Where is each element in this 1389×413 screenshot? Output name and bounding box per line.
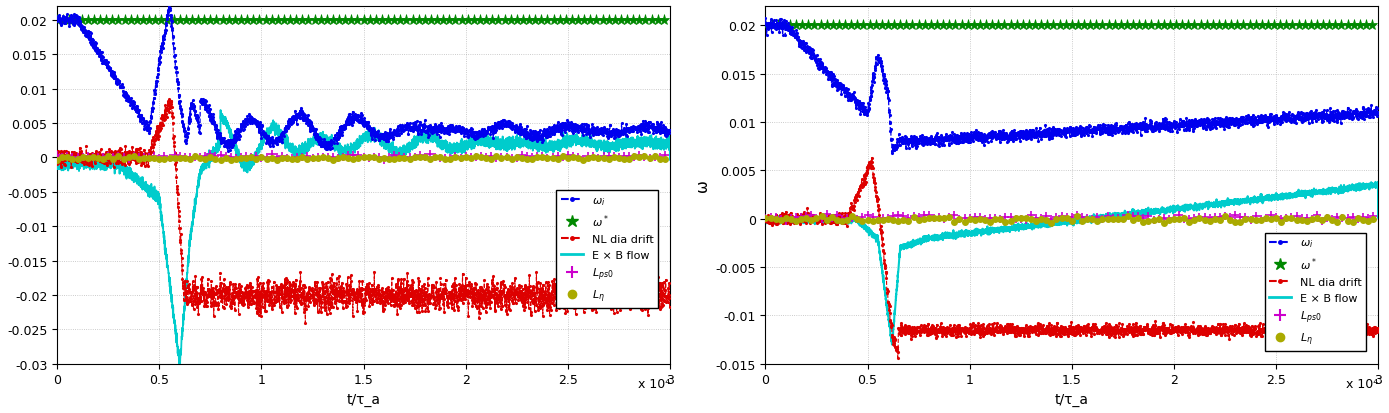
Legend: $\omega_i$, $\omega^*$, NL dia drift, E × B flow, $L_{ps0}$, $L_\eta$: $\omega_i$, $\omega^*$, NL dia drift, E … [1265, 234, 1367, 351]
Text: x 10⁴: x 10⁴ [638, 377, 669, 390]
X-axis label: t/τ_a: t/τ_a [346, 392, 381, 406]
Legend: $\omega_i$, $\omega^*$, NL dia drift, E × B flow, $L_{ps0}$, $L_\eta$: $\omega_i$, $\omega^*$, NL dia drift, E … [557, 191, 658, 309]
Y-axis label: ω: ω [694, 179, 710, 192]
Text: x 10⁴: x 10⁴ [1346, 377, 1378, 390]
X-axis label: t/τ_a: t/τ_a [1054, 392, 1089, 406]
